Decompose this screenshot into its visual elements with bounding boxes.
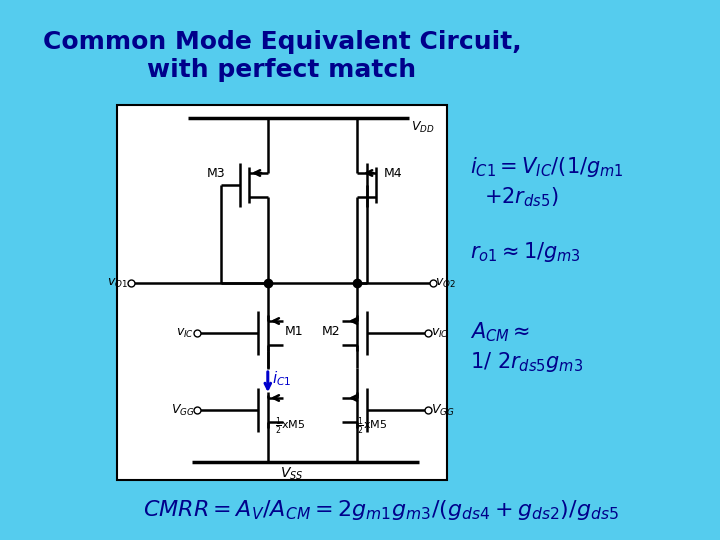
Text: $v_{IC}$: $v_{IC}$ [176, 327, 194, 340]
Text: Common Mode Equivalent Circuit,: Common Mode Equivalent Circuit, [42, 30, 521, 54]
Text: $i_{C1}$: $i_{C1}$ [271, 370, 291, 388]
Text: M1: M1 [284, 325, 303, 338]
Text: $V_{SS}$: $V_{SS}$ [279, 466, 303, 482]
Text: $\frac{1}{2}$xM5: $\frac{1}{2}$xM5 [275, 416, 306, 437]
Text: $v_{O1}$: $v_{O1}$ [107, 276, 128, 289]
Text: M4: M4 [384, 167, 402, 180]
Bar [117, 105, 447, 480]
Text: $r_{o1}\approx1/g_{m3}$: $r_{o1}\approx1/g_{m3}$ [470, 240, 581, 264]
Text: $V_{DD}$: $V_{DD}$ [411, 120, 435, 135]
Text: M3: M3 [207, 167, 225, 180]
Text: $CMRR=A_V/A_{CM}=2g_{m1}g_{m3}/(g_{ds4}+g_{ds2})/g_{ds5}$: $CMRR=A_V/A_{CM}=2g_{m1}g_{m3}/(g_{ds4}+… [143, 498, 618, 522]
Text: $A_{CM}\approx$: $A_{CM}\approx$ [470, 320, 531, 343]
Text: $+2r_{ds5})$: $+2r_{ds5})$ [485, 185, 559, 208]
Text: $v_{O2}$: $v_{O2}$ [436, 276, 456, 289]
Text: with perfect match: with perfect match [148, 58, 416, 82]
Text: $V_{GG}$: $V_{GG}$ [431, 402, 454, 417]
Text: $V_{GG}$: $V_{GG}$ [171, 402, 194, 417]
Text: $v_{IC}$: $v_{IC}$ [431, 327, 449, 340]
Text: $\frac{1}{2}$xM5: $\frac{1}{2}$xM5 [357, 416, 388, 437]
Text: M2: M2 [322, 325, 341, 338]
Text: $1/\ 2r_{ds5}g_{m3}$: $1/\ 2r_{ds5}g_{m3}$ [470, 350, 584, 374]
Text: $i_{C1}=V_{IC}/(1/g_{m1}$: $i_{C1}=V_{IC}/(1/g_{m1}$ [470, 155, 624, 179]
